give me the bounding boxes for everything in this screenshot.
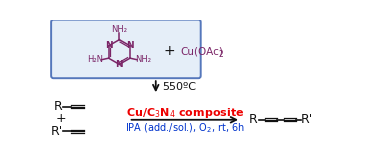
Text: NH₂: NH₂ [135, 55, 151, 64]
Text: NH₂: NH₂ [112, 25, 127, 34]
Text: Cu(OAc): Cu(OAc) [181, 46, 223, 56]
Text: R: R [249, 113, 257, 126]
Text: R': R' [301, 113, 313, 126]
Text: IPA (add./sol.), O$_2$, rt, 6h: IPA (add./sol.), O$_2$, rt, 6h [125, 122, 245, 135]
Text: +: + [164, 44, 175, 58]
Text: N: N [116, 60, 123, 69]
Text: H₂N: H₂N [87, 55, 104, 64]
Text: N: N [105, 41, 112, 50]
Text: R: R [53, 100, 62, 113]
Text: R': R' [51, 125, 64, 138]
Text: Cu/C$_3$N$_4$ composite: Cu/C$_3$N$_4$ composite [125, 106, 244, 120]
Text: +: + [56, 112, 67, 125]
Text: N: N [126, 41, 134, 50]
Text: 550ºC: 550ºC [162, 82, 196, 92]
Text: 2: 2 [218, 50, 223, 59]
FancyBboxPatch shape [51, 20, 201, 78]
